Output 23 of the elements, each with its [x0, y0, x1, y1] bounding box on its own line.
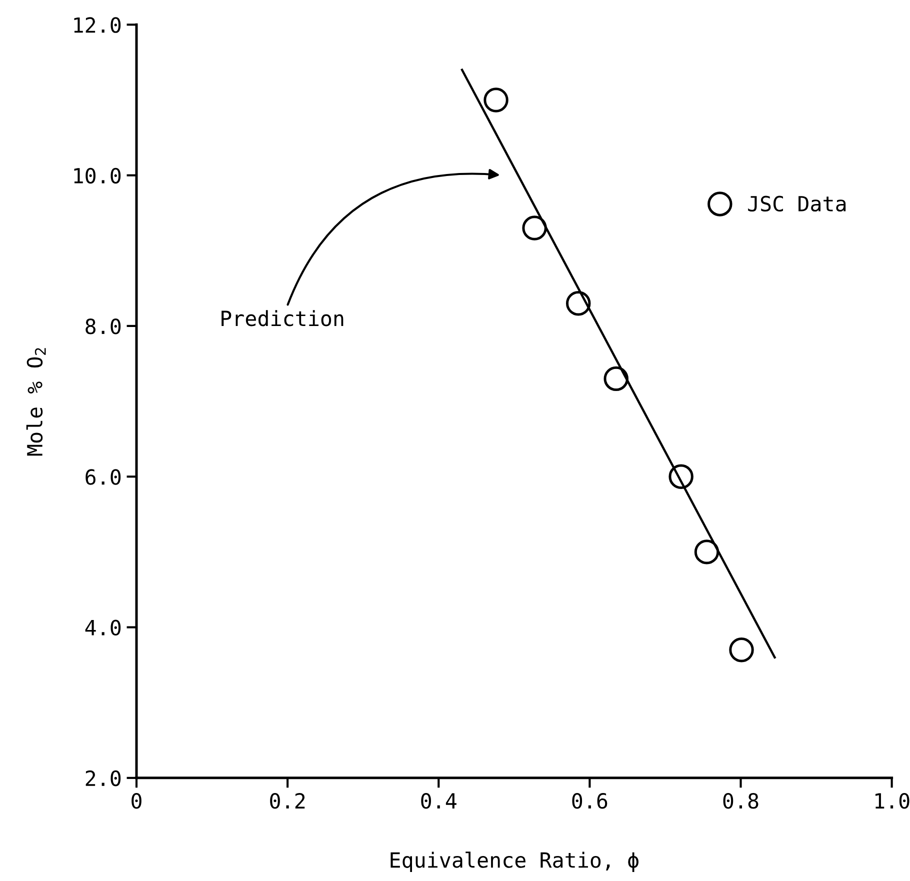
point: [522, 216, 547, 240]
x-tick-label: 0.6: [572, 792, 608, 809]
point: [566, 291, 591, 316]
y-tick-label: 4.0: [85, 620, 121, 636]
annotation: Prediction: [222, 310, 344, 326]
x-axis-title: Equivalence Ratio, ϕ: [390, 852, 638, 872]
point: [484, 88, 508, 112]
point: [729, 638, 754, 662]
y-tick-label: 12.0: [74, 17, 121, 33]
y-tick-label: 10.0: [74, 168, 121, 184]
x-tick-label: 0.8: [723, 792, 758, 809]
y-tick-label: 8.0: [86, 318, 121, 334]
legend-label: JSC Data: [748, 196, 846, 212]
x-tick-label: 1.0: [875, 792, 910, 809]
point: [668, 464, 694, 489]
x-tick-label: 0.2: [270, 792, 305, 809]
point: [604, 366, 628, 392]
y-tick-label: 6.0: [86, 469, 121, 485]
point: [694, 540, 720, 564]
y-axis-title: Mole % O$_{2}$: [26, 348, 46, 456]
y-tick-label: 2.0: [86, 770, 121, 786]
x-tick-label: 0.4: [421, 792, 456, 809]
x-tick-label: 0: [132, 792, 142, 809]
